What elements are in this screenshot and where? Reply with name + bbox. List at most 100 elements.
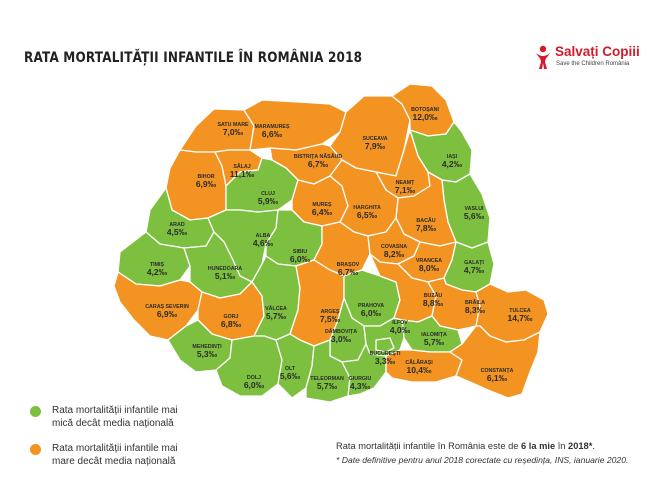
county-value-label: 7,1‰ xyxy=(395,185,416,195)
county-value-label: 4,3‰ xyxy=(350,381,371,391)
county-value-label: 12,0‰ xyxy=(412,112,438,122)
logo-subtitle: Save the Children România xyxy=(556,61,630,67)
county-name-label: GIURGIU xyxy=(349,376,372,382)
county-name-label: GALAȚI xyxy=(464,260,484,266)
county-value-label: 6,6‰ xyxy=(262,129,283,139)
county-name-label: BUZĂU xyxy=(424,292,443,299)
county-value-label: 7,9‰ xyxy=(365,141,386,151)
county-name-label: COVASNA xyxy=(381,244,407,250)
county-value-label: 6,1‰ xyxy=(487,373,508,383)
county-name-label: SĂLAJ xyxy=(233,163,250,170)
county-dolj[interactable] xyxy=(215,335,283,397)
county-name-label: PRAHOVA xyxy=(358,303,384,309)
county-name-label: MEHEDINȚI xyxy=(192,344,222,350)
county-value-label: 8,0‰ xyxy=(419,263,440,273)
county-value-label: 4,6‰ xyxy=(253,238,274,248)
county-value-label: 4,0‰ xyxy=(390,325,411,335)
county-value-label: 7,5‰ xyxy=(320,314,341,324)
county-name-label: TELEORMAN xyxy=(310,376,344,382)
county-value-label: 7,8‰ xyxy=(416,223,437,233)
county-name-label: OLT xyxy=(285,366,296,372)
county-value-label: 5,6‰ xyxy=(464,211,485,221)
county-name-label: IAȘI xyxy=(447,154,458,160)
county-name-label: VRANCEA xyxy=(416,258,442,264)
county-name-label: CARAȘ SEVERIN xyxy=(145,304,189,310)
county-name-label: ARGEȘ xyxy=(321,309,340,315)
county-value-label: 6,9‰ xyxy=(157,309,178,319)
logo-name: Salvați Copiii xyxy=(555,44,640,59)
county-name-label: CLUJ xyxy=(261,191,275,197)
county-name-label: TULCEA xyxy=(509,308,531,314)
county-name-label: BRAȘOV xyxy=(337,262,360,268)
county-value-label: 5,1‰ xyxy=(215,271,236,281)
legend-text-above: Rata mortalității infantile mai mare dec… xyxy=(52,443,178,467)
county-name-label: BRĂILA xyxy=(465,299,485,306)
county-name-label: HUNEDOARA xyxy=(208,266,243,272)
county-name-label: VASLUI xyxy=(464,206,484,212)
county-value-label: 6,5‰ xyxy=(357,210,378,220)
county-value-label: 5,7‰ xyxy=(266,311,287,321)
county-value-label: 14,7‰ xyxy=(507,313,533,323)
county-value-label: 6,0‰ xyxy=(361,308,382,318)
county-name-label: BUCUREȘTI xyxy=(370,351,401,357)
county-name-label: GORJ xyxy=(223,314,238,320)
county-name-label: MARAMUREȘ xyxy=(254,124,289,130)
county-name-label: ARAD xyxy=(169,222,184,228)
legend-item-below: Rata mortalității infantile mai mică dec… xyxy=(30,404,250,434)
county-value-label: 3,3‰ xyxy=(375,356,396,366)
salvati-copiii-logo[interactable]: Salvați Copiii Save the Children România xyxy=(533,44,653,76)
county-name-label: DÂMBOVIȚA xyxy=(325,328,357,335)
county-value-label: 6,7‰ xyxy=(338,267,359,277)
county-name-label: SIBIU xyxy=(293,249,307,255)
county-value-label: 4,5‰ xyxy=(167,227,188,237)
county-name-label: BACĂU xyxy=(416,217,435,224)
county-value-label: 4,7‰ xyxy=(464,265,485,275)
county-value-label: 4,2‰ xyxy=(442,159,463,169)
county-value-label: 11,1‰ xyxy=(230,169,255,179)
county-name-label: NEAMȚ xyxy=(396,180,416,186)
legend-text-below: Rata mortalității infantile mai mică dec… xyxy=(52,405,178,429)
county-value-label: 8,3‰ xyxy=(465,305,486,315)
county-name-label: ALBA xyxy=(256,233,271,239)
county-value-label: 6,0‰ xyxy=(244,380,265,390)
county-value-label: 6,7‰ xyxy=(308,159,329,169)
county-name-label: BIHOR xyxy=(197,174,214,180)
county-name-label: TIMIȘ xyxy=(150,262,165,268)
county-name-label: BISTRIȚA NĂSĂUD xyxy=(294,153,343,160)
legend-dot-green xyxy=(30,406,41,417)
county-name-label: ILFOV xyxy=(392,320,408,326)
county-value-label: 5,9‰ xyxy=(258,196,279,206)
county-value-label: 5,3‰ xyxy=(197,349,218,359)
save-the-children-icon xyxy=(536,45,550,69)
county-name-label: CONSTANȚA xyxy=(481,368,514,374)
county-caras[interactable] xyxy=(113,271,203,341)
county-bucuresti[interactable] xyxy=(375,337,395,353)
county-value-label: 5,7‰ xyxy=(424,337,445,347)
map-title: RATA MORTALITĂȚII INFANTILE ÎN ROMÂNIA 2… xyxy=(24,50,363,66)
county-value-label: 3,0‰ xyxy=(331,334,352,344)
county-value-label: 5,7‰ xyxy=(317,381,338,391)
county-name-label: BOTOȘANI xyxy=(411,107,439,113)
legend-item-above: Rata mortalității infantile mai mare dec… xyxy=(30,442,250,472)
county-name-label: CĂLĂRAȘI xyxy=(405,359,433,366)
footnote: * Date definitive pentru anul 2018 corec… xyxy=(336,455,629,465)
county-name-label: SUCEAVA xyxy=(362,136,387,142)
county-value-label: 8,8‰ xyxy=(423,298,444,308)
county-value-label: 6,8‰ xyxy=(221,319,242,329)
county-value-label: 6,0‰ xyxy=(290,254,311,264)
county-name-label: MUREȘ xyxy=(312,202,332,208)
county-name-label: IALOMIȚA xyxy=(421,332,447,338)
county-value-label: 6,4‰ xyxy=(312,207,333,217)
county-value-label: 4,2‰ xyxy=(147,267,168,277)
national-rate-note: Rata mortalității infantile în România e… xyxy=(336,441,595,451)
county-value-label: 5,6‰ xyxy=(280,371,301,381)
legend-dot-orange xyxy=(30,444,41,455)
county-value-label: 10,4‰ xyxy=(406,365,432,375)
county-name-label: HARGHITA xyxy=(353,205,381,211)
county-value-label: 7,0‰ xyxy=(223,127,244,137)
county-name-label: SATU MARE xyxy=(217,122,249,128)
county-name-label: VÂLCEA xyxy=(265,305,287,312)
county-constanta[interactable] xyxy=(449,325,541,399)
